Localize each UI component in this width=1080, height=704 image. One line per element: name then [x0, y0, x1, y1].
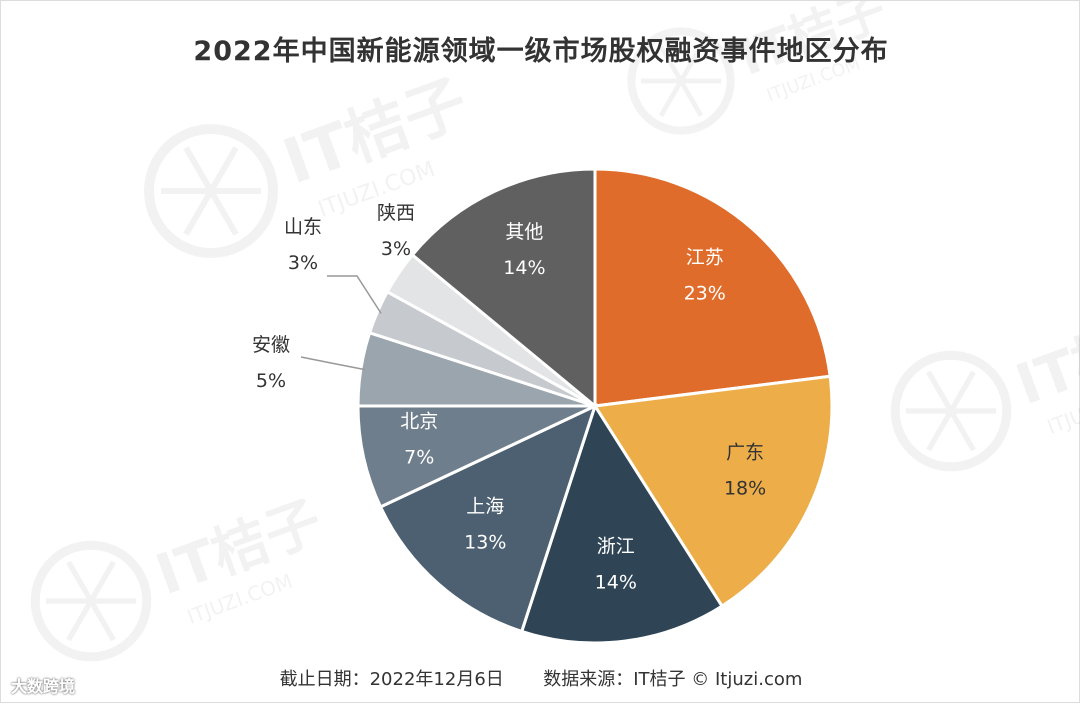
slice-label: 山东: [284, 216, 322, 238]
slice-label: 江苏: [686, 247, 724, 269]
slice-label: 广东: [726, 442, 764, 464]
slice-label: 北京: [400, 410, 438, 432]
slice-value-label: 14%: [595, 572, 637, 594]
slice-value-label: 18%: [724, 478, 766, 500]
slice-value-label: 14%: [503, 257, 545, 279]
slice-labels: 江苏 23% 广东 18% 浙江 14% 上海 13% 北京 7% 安徽 5% 山东 3% 陕西 3% 其他 14…: [252, 202, 766, 594]
watermark-badge: 大数跨境: [11, 677, 76, 696]
leader-lines: [300, 275, 382, 371]
slice-label: 浙江: [597, 536, 635, 558]
pie-slice: [356, 404, 596, 509]
leader-line: [300, 356, 366, 371]
slice-value-label: 3%: [288, 252, 318, 274]
pie-slice: [410, 167, 597, 410]
slice-label: 上海: [466, 495, 504, 517]
slice-value-label: 7%: [404, 446, 434, 468]
footer-date: 截止日期：2022年12月6日: [279, 669, 504, 690]
slice-value-label: 3%: [381, 238, 411, 260]
slice-label: 陕西: [377, 202, 415, 224]
chart-footer: 截止日期：2022年12月6日 数据来源：IT桔子 © Itjuzi.com: [1, 665, 1080, 691]
footer-source: 数据来源：IT桔子 © Itjuzi.com: [543, 669, 803, 690]
pie-slice: [378, 403, 598, 634]
watermark-brand: IT桔子: [1008, 299, 1080, 418]
leader-line: [327, 275, 382, 314]
slice-label: 其他: [505, 221, 543, 243]
pie-slice: [592, 374, 834, 609]
pie-slice: [593, 167, 832, 408]
pie-slice: [519, 402, 725, 645]
chart-title: 2022年中国新能源领域一级市场股权融资事件地区分布: [193, 36, 889, 67]
pie-slices: [356, 167, 834, 645]
slice-label: 安徽: [252, 334, 290, 356]
slice-value-label: 23%: [684, 283, 726, 305]
slice-value-label: 13%: [464, 531, 506, 553]
slice-value-label: 5%: [256, 370, 286, 392]
